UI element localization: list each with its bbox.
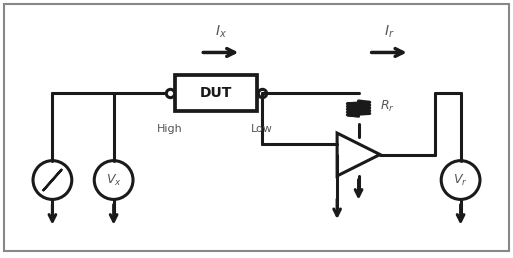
Text: DUT: DUT: [200, 86, 232, 100]
Text: Low: Low: [251, 124, 272, 134]
Text: R$_r$: R$_r$: [380, 99, 395, 114]
Text: V$_x$: V$_x$: [106, 172, 122, 188]
FancyBboxPatch shape: [175, 75, 256, 111]
Text: I$_x$: I$_x$: [215, 23, 227, 40]
Text: High: High: [157, 124, 183, 134]
Text: I$_r$: I$_r$: [384, 23, 394, 40]
Text: V$_r$: V$_r$: [453, 172, 468, 188]
